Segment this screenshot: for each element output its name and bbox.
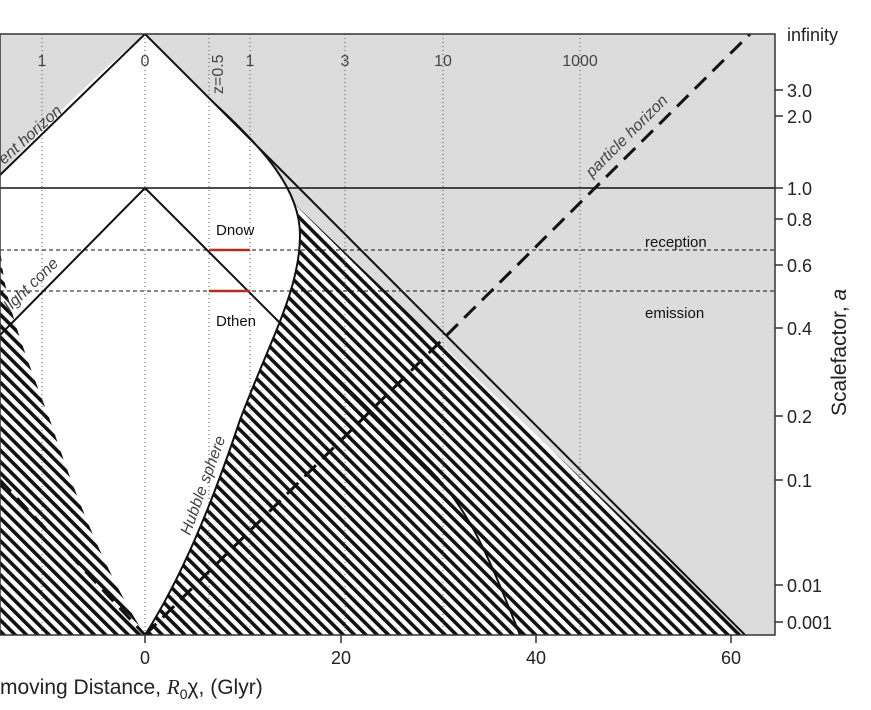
y-tick-label: 0.6 <box>787 256 812 276</box>
x-axis-title-symbol: R <box>166 675 180 699</box>
x-axis-title: moving Distance, R0χ, (Glyr) <box>0 675 263 702</box>
z-marker-label: z=0.5 <box>210 54 227 94</box>
x-axis-ticks <box>144 635 732 643</box>
x-tick-label: 0 <box>140 648 150 668</box>
hubble-sphere-region <box>0 34 300 635</box>
y-tick-label: 0.1 <box>787 471 812 491</box>
x-axis-tick-labels: 0 20 40 60 <box>140 648 741 668</box>
dthen-label: Dthen <box>216 313 256 330</box>
dnow-label: Dnow <box>216 222 255 239</box>
y-tick-label: 0.2 <box>787 407 812 427</box>
redshift-tick: 0 <box>141 53 150 70</box>
x-axis-title-sub: 0 <box>180 686 188 702</box>
redshift-tick: 1 <box>38 53 47 70</box>
y-tick-label: 3.0 <box>787 81 812 101</box>
emission-label: emission <box>645 305 704 322</box>
redshift-tick: 1 <box>246 53 255 70</box>
y-tick-label: 0.8 <box>787 210 812 230</box>
y-axis-title: Scalefactor, a <box>828 289 851 416</box>
redshift-gridlines <box>41 34 581 635</box>
plot-frame <box>0 33 776 636</box>
y-tick-label: 0.4 <box>787 319 812 339</box>
y-tick-label: 0.01 <box>787 576 822 596</box>
left-dashed-curve <box>0 478 147 635</box>
x-tick-label: 20 <box>331 648 351 668</box>
y-tick-label: 0.001 <box>787 613 832 633</box>
particle-horizon-line <box>143 34 752 635</box>
y-tick-label: 1.0 <box>787 179 812 199</box>
hubble-sphere-outline <box>144 103 302 635</box>
x-axis-title-suffix: χ, (Glyr) <box>188 676 263 699</box>
x-axis-title-prefix: moving Distance, <box>0 676 167 699</box>
y-axis-title-prefix: Scalefactor, <box>828 300 851 416</box>
redshift-tick: 10 <box>434 53 452 70</box>
redshift-tick-labels: 1 0 1 3 10 1000 <box>38 53 598 70</box>
light-cone-lines <box>0 187 521 635</box>
y-axis-tick-labels: infinity 3.0 2.0 1.0 0.8 0.6 0.4 0.2 0.1… <box>787 25 838 633</box>
y-tick-label: infinity <box>787 25 838 45</box>
redshift-tick: 1000 <box>562 53 598 70</box>
outside-event-horizon <box>278 188 775 635</box>
x-tick-label: 60 <box>721 648 741 668</box>
redshift-tick: 3 <box>341 53 350 70</box>
y-axis-ticks <box>775 89 783 623</box>
y-axis-title-symbol: a <box>828 289 851 301</box>
reception-label: reception <box>645 234 707 251</box>
x-tick-label: 40 <box>526 648 546 668</box>
y-tick-label: 2.0 <box>787 107 812 127</box>
